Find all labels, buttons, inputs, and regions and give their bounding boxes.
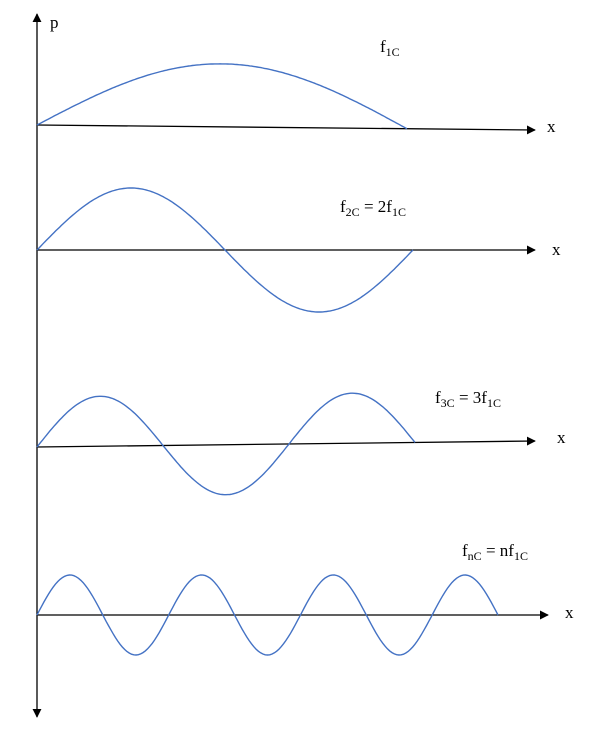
x-axis xyxy=(36,436,536,448)
label-text: f xyxy=(435,388,441,407)
standing-wave xyxy=(36,392,416,496)
subscript: nC xyxy=(468,549,482,563)
x-axis xyxy=(36,124,536,135)
x-axis-label: x xyxy=(547,117,556,136)
standing-wave xyxy=(36,187,414,313)
subscript: 1C xyxy=(386,45,400,59)
x-axis-label: x xyxy=(557,428,566,447)
label-text: f xyxy=(462,541,468,560)
subscript: 1C xyxy=(392,205,406,219)
p-axis-label: p xyxy=(50,13,59,32)
subscript: 2C xyxy=(346,205,360,219)
subscript: 3C xyxy=(441,396,455,410)
label-text: f xyxy=(340,197,346,216)
x-axis-label: x xyxy=(552,240,561,259)
standing-wave xyxy=(36,63,408,130)
mode-label: f2C = 2f1C xyxy=(340,197,406,219)
mode-label: f1C xyxy=(380,37,400,59)
label-text: f xyxy=(380,37,386,56)
mode-label: fnC = nf1C xyxy=(462,541,528,563)
mode-label: f3C = 3f1C xyxy=(435,388,501,410)
subscript: 1C xyxy=(487,396,501,410)
x-axis-label: x xyxy=(565,603,574,622)
subscript: 1C xyxy=(514,549,528,563)
standing-wave xyxy=(36,574,499,656)
label-text: = 2f xyxy=(360,197,393,216)
label-text: = nf xyxy=(482,541,515,560)
label-text: = 3f xyxy=(455,388,488,407)
